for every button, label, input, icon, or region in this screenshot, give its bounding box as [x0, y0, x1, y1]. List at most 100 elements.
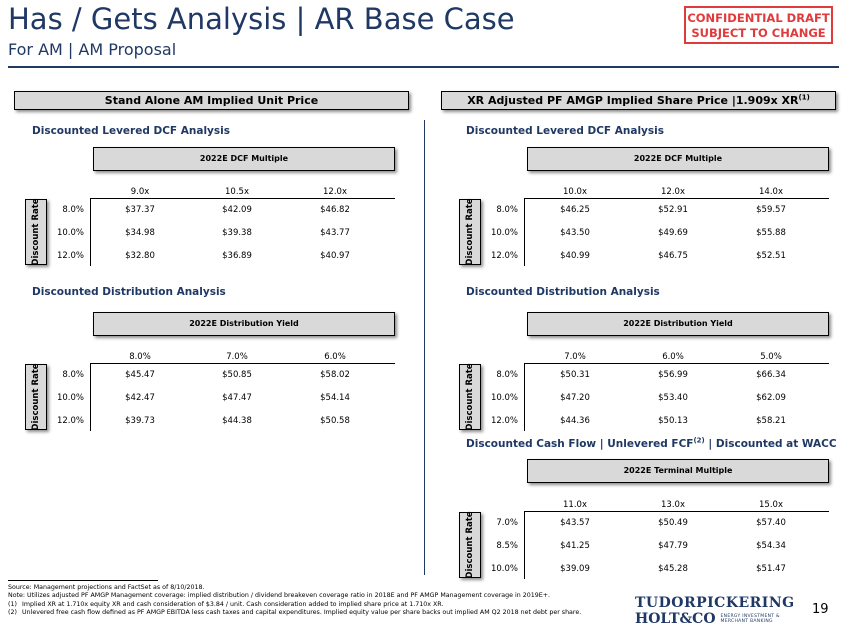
left-dist-cell: $42.47 — [125, 393, 155, 403]
right-dcf-cell: $40.99 — [560, 251, 590, 261]
left-dist-cell: $54.14 — [320, 393, 350, 403]
left-dcf-cell: $39.38 — [222, 228, 252, 238]
confidential-stamp: CONFIDENTIAL DRAFT SUBJECT TO CHANGE — [684, 6, 833, 44]
left-dcf-table-header: 2022E DCF Multiple — [93, 147, 395, 171]
left-section-title: Stand Alone AM Implied Unit Price — [14, 91, 409, 110]
right-fcf-footnote-ref: (2) — [693, 436, 705, 445]
left-dcf-cell: $42.09 — [222, 205, 252, 215]
right-fcf-cell: $51.47 — [756, 564, 786, 574]
right-dcf-cell: $46.75 — [658, 251, 688, 261]
right-fcf-col-3: 15.0x — [759, 500, 783, 510]
left-dist-cell: $50.58 — [320, 416, 350, 426]
right-fcf-rate-1: 7.0% — [496, 518, 518, 528]
page-title: Has / Gets Analysis | AR Base Case — [8, 2, 515, 36]
column-divider — [424, 120, 425, 575]
left-dist-head-rule — [90, 363, 395, 364]
left-dcf-rate-3: 12.0% — [56, 251, 84, 261]
right-dcf-col-3: 14.0x — [759, 187, 783, 197]
footnotes: Source: Management projections and FactS… — [8, 584, 618, 618]
right-fcf-head-rule — [524, 511, 829, 512]
right-dcf-col-2: 12.0x — [661, 187, 685, 197]
right-fcf-title-part2: | Discounted at WACC — [704, 438, 837, 450]
right-dist-cell: $62.09 — [756, 393, 786, 403]
right-dcf-col-1: 10.0x — [563, 187, 587, 197]
right-dist-cell: $50.31 — [560, 370, 590, 380]
right-section-title-text: XR Adjusted PF AMGP Implied Share Price … — [467, 94, 799, 107]
left-dist-rate-label-text: Discount Rate — [31, 363, 41, 431]
company-logo: TUDORPICKERING HOLT&CO ENERGY INVESTMENT… — [635, 595, 795, 631]
right-dist-cell: $58.21 — [756, 416, 786, 426]
left-dcf-head-rule — [90, 198, 395, 199]
left-dcf-cell: $32.80 — [125, 251, 155, 261]
right-dcf-cell: $55.88 — [756, 228, 786, 238]
footnote-source: Source: Management projections and FactS… — [8, 584, 205, 591]
left-dcf-cell: $37.37 — [125, 205, 155, 215]
right-fcf-rate-2: 8.5% — [496, 541, 518, 551]
left-dcf-rate-1: 8.0% — [62, 205, 84, 215]
footnote-2: (2) Unlevered free cash flow defined as … — [8, 609, 618, 617]
left-dcf-rate-2: 10.0% — [56, 228, 84, 238]
right-fcf-row-rule — [524, 511, 525, 579]
left-dist-cell: $39.73 — [125, 416, 155, 426]
right-dcf-row-rule — [524, 198, 525, 266]
footnote-2-text: Unlevered free cash flow defined as PF A… — [22, 609, 582, 617]
left-dcf-row-rule — [90, 198, 91, 266]
left-dist-table-header: 2022E Distribution Yield — [93, 312, 395, 336]
logo-top-text: TUDORPICKERING — [635, 595, 795, 611]
left-dcf-cell: $43.77 — [320, 228, 350, 238]
logo-bottom-text: HOLT&CO — [635, 611, 716, 627]
left-dist-rate-3: 12.0% — [56, 416, 84, 426]
right-dcf-table-header: 2022E DCF Multiple — [527, 147, 829, 171]
right-fcf-cell: $43.57 — [560, 518, 590, 528]
header-rule — [8, 66, 839, 68]
right-dcf-rate-3: 12.0% — [490, 251, 518, 261]
right-dist-rate-3: 12.0% — [490, 416, 518, 426]
right-fcf-cell: $41.25 — [560, 541, 590, 551]
right-dist-rate-label-text: Discount Rate — [465, 363, 475, 431]
right-dist-col-1: 7.0% — [564, 352, 586, 362]
logo-bottom: HOLT&CO ENERGY INVESTMENT & MERCHANT BAN… — [635, 611, 785, 627]
left-dist-cell: $45.47 — [125, 370, 155, 380]
right-dist-row-rule — [524, 363, 525, 431]
right-dist-title: Discounted Distribution Analysis — [466, 286, 660, 298]
right-fcf-table-header: 2022E Terminal Multiple — [527, 459, 829, 483]
left-dcf-cell: $34.98 — [125, 228, 155, 238]
footnote-1-number: (1) — [8, 600, 17, 608]
footnote-1: (1) Implied XR at 1.710x equity XR and c… — [8, 601, 618, 609]
right-fcf-rate-label: Discount Rate — [459, 511, 481, 579]
right-dist-rate-label: Discount Rate — [459, 363, 481, 431]
right-dist-cell: $44.36 — [560, 416, 590, 426]
right-fcf-rate-label-text: Discount Rate — [465, 511, 475, 579]
right-fcf-title-part1: Discounted Cash Flow | Unlevered FCF — [466, 438, 694, 450]
right-dist-rate-1: 8.0% — [496, 370, 518, 380]
right-dcf-cell: $49.69 — [658, 228, 688, 238]
left-dcf-cell: $46.82 — [320, 205, 350, 215]
left-dcf-cell: $36.89 — [222, 251, 252, 261]
left-section-title-text: Stand Alone AM Implied Unit Price — [104, 94, 319, 107]
right-dcf-title: Discounted Levered DCF Analysis — [466, 125, 664, 137]
left-dcf-rate-label-text: Discount Rate — [31, 198, 41, 266]
right-fcf-cell: $50.49 — [658, 518, 688, 528]
right-dist-cell: $66.34 — [756, 370, 786, 380]
right-fcf-cell: $54.34 — [756, 541, 786, 551]
right-dist-cell: $56.99 — [658, 370, 688, 380]
right-dist-head-rule — [524, 363, 829, 364]
right-fcf-title: Discounted Cash Flow | Unlevered FCF(2) … — [466, 436, 837, 450]
left-dist-rate-1: 8.0% — [62, 370, 84, 380]
left-dist-cell: $44.38 — [222, 416, 252, 426]
page-subtitle: For AM | AM Proposal — [8, 40, 177, 59]
right-fcf-cell: $45.28 — [658, 564, 688, 574]
right-dcf-rate-2: 10.0% — [490, 228, 518, 238]
right-fcf-cell: $39.09 — [560, 564, 590, 574]
right-dist-table-header: 2022E Distribution Yield — [527, 312, 829, 336]
right-dist-col-2: 6.0% — [662, 352, 684, 362]
footnote-2-number: (2) — [8, 609, 17, 617]
right-dcf-cell: $52.91 — [658, 205, 688, 215]
right-fcf-col-1: 11.0x — [563, 500, 587, 510]
left-dist-cell: $58.02 — [320, 370, 350, 380]
left-dcf-rate-label: Discount Rate — [25, 198, 47, 266]
right-dist-cell: $47.20 — [560, 393, 590, 403]
logo-tagline: ENERGY INVESTMENT & MERCHANT BANKING — [721, 614, 780, 625]
left-dcf-cell: $40.97 — [320, 251, 350, 261]
right-dcf-cell: $46.25 — [560, 205, 590, 215]
